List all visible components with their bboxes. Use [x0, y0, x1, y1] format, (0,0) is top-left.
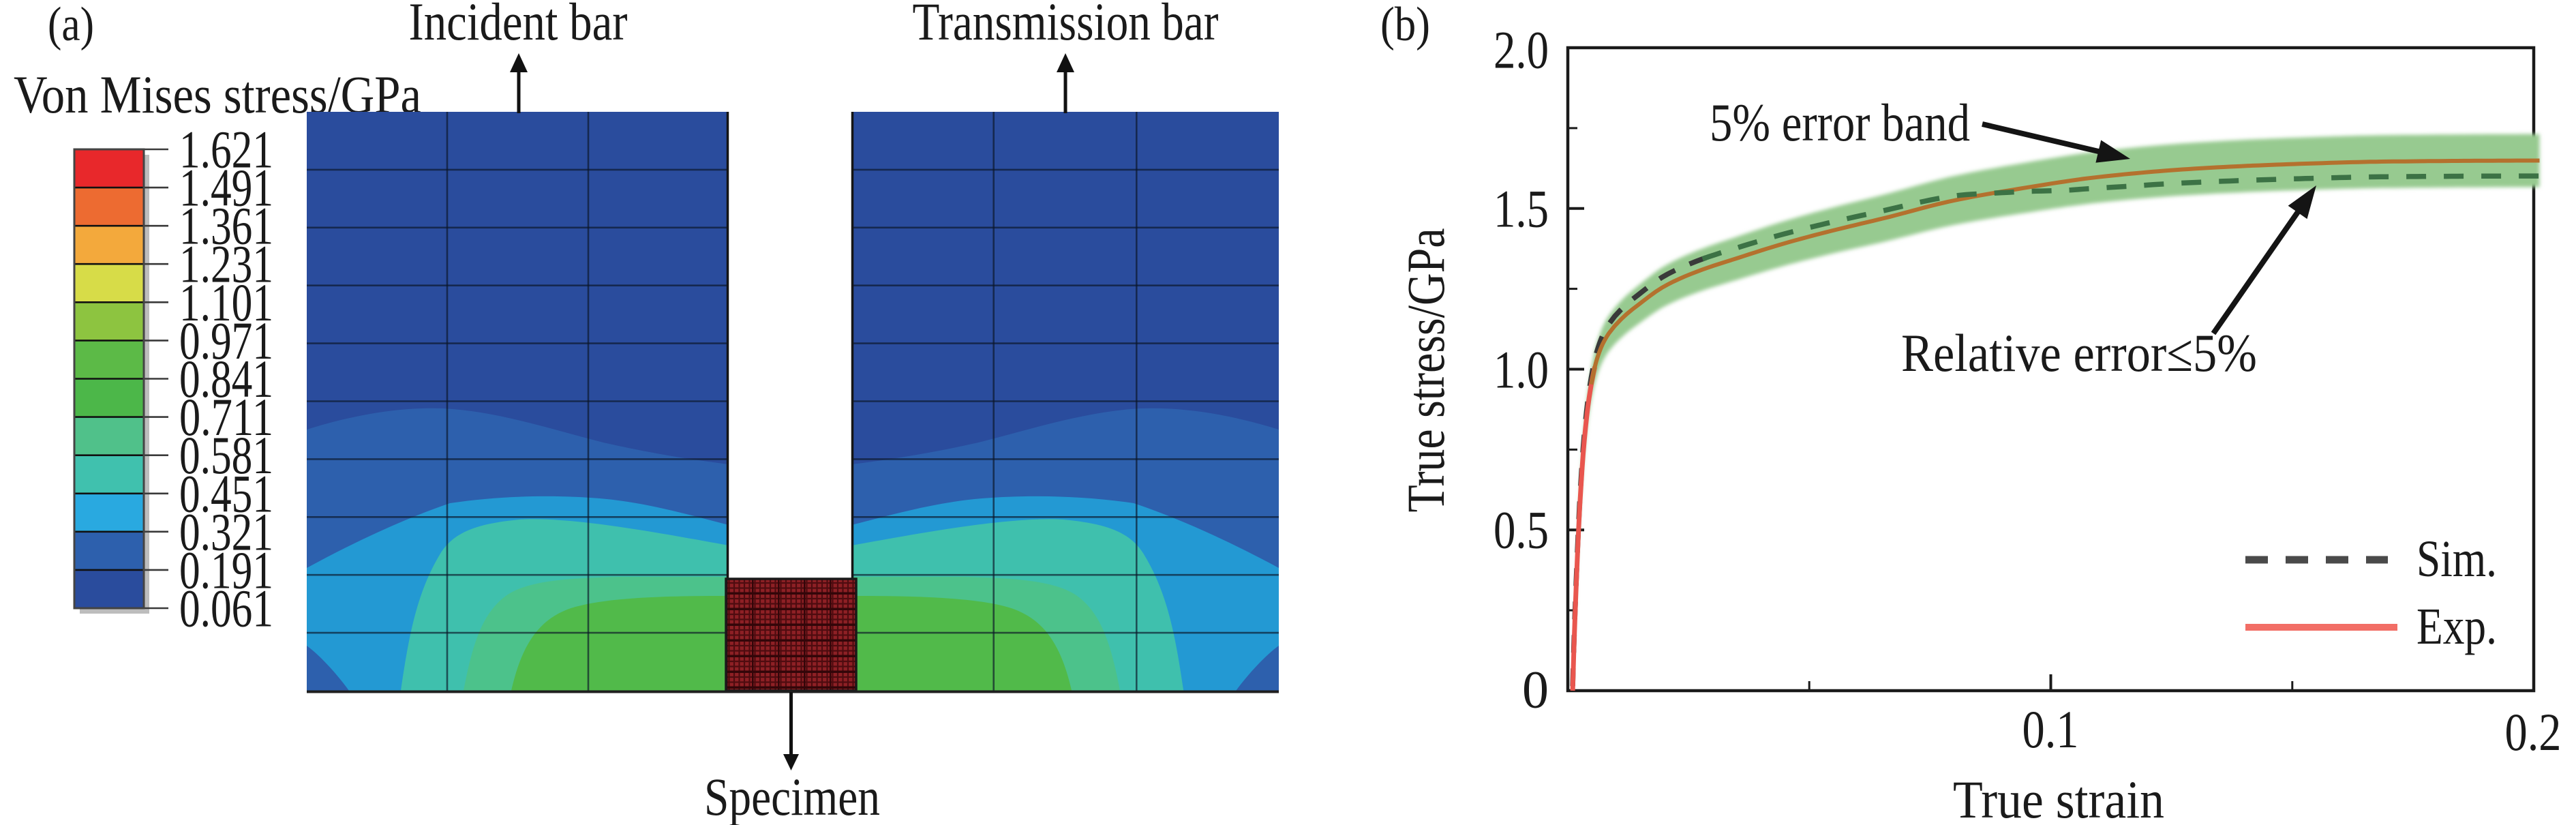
svg-text:0.061: 0.061	[179, 579, 273, 638]
svg-text:1.621: 1.621	[179, 120, 273, 179]
svg-text:0.581: 0.581	[179, 425, 273, 485]
svg-text:Specimen: Specimen	[704, 767, 880, 825]
svg-text:(a): (a)	[48, 0, 94, 51]
svg-text:1.0: 1.0	[1494, 340, 1549, 400]
svg-text:Sim.: Sim.	[2416, 530, 2497, 588]
svg-text:Relative error≤5%: Relative error≤5%	[1901, 323, 2257, 382]
svg-text:0: 0	[1522, 660, 1549, 719]
svg-text:1.491: 1.491	[179, 158, 273, 217]
svg-text:1.5: 1.5	[1494, 179, 1549, 239]
svg-text:1.361: 1.361	[179, 196, 273, 256]
svg-text:0.841: 0.841	[179, 349, 273, 408]
svg-text:(b): (b)	[1380, 0, 1430, 51]
svg-text:True stress/GPa: True stress/GPa	[1396, 228, 1455, 513]
svg-text:True strain: True strain	[1953, 770, 2164, 825]
svg-text:Transmission bar: Transmission bar	[913, 0, 1219, 51]
svg-text:0.1: 0.1	[2022, 700, 2079, 759]
svg-text:0.711: 0.711	[179, 387, 273, 447]
svg-text:Exp.: Exp.	[2416, 598, 2497, 655]
svg-text:Incident bar: Incident bar	[409, 0, 628, 51]
svg-text:5% error band: 5% error band	[1710, 93, 1970, 152]
svg-text:0.971: 0.971	[179, 311, 273, 370]
svg-text:0.2: 0.2	[2505, 702, 2562, 762]
svg-text:0.451: 0.451	[179, 464, 273, 523]
svg-text:1.101: 1.101	[179, 273, 273, 332]
svg-text:2.0: 2.0	[1494, 20, 1549, 80]
svg-text:0.321: 0.321	[179, 502, 273, 561]
svg-text:0.5: 0.5	[1494, 500, 1549, 560]
svg-text:1.231: 1.231	[179, 235, 273, 294]
svg-text:0.191: 0.191	[179, 540, 273, 599]
